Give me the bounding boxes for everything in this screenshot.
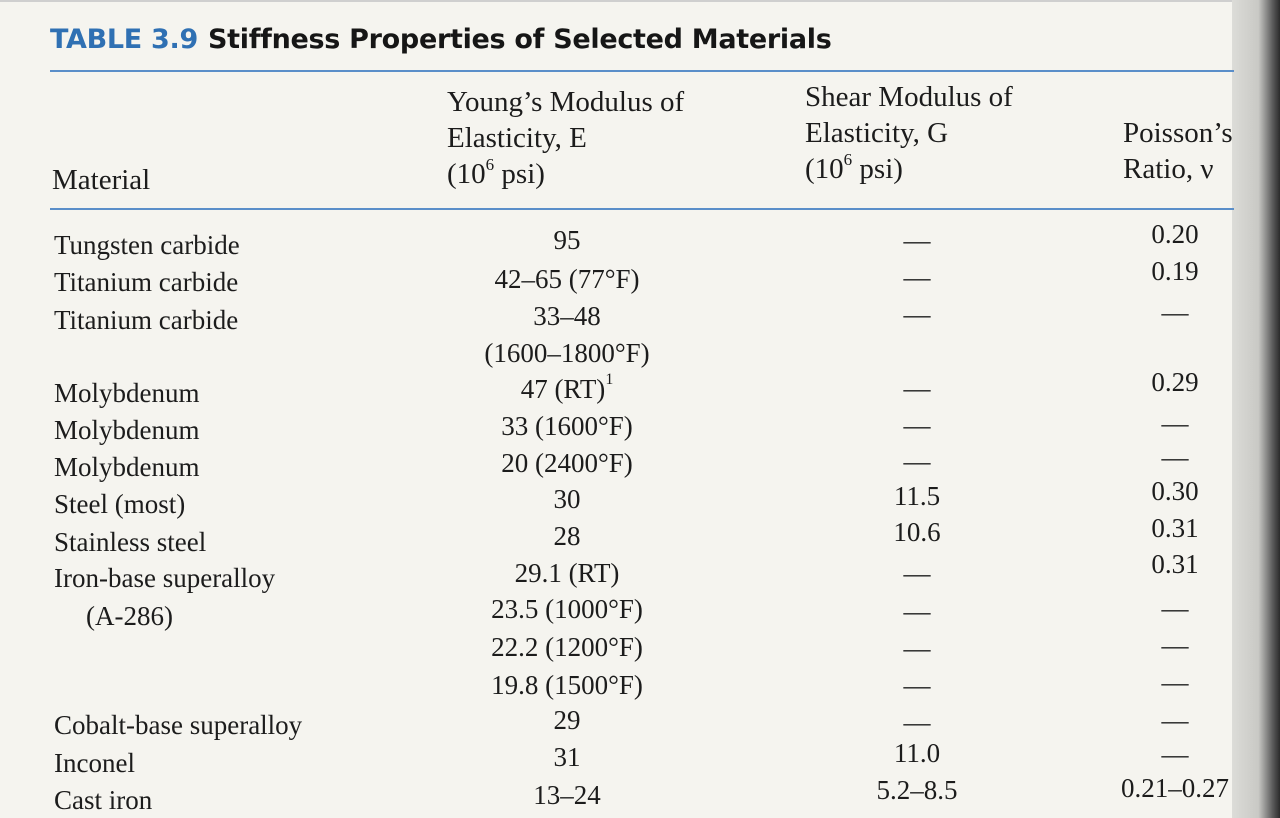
- shear-modulus-cell: —: [903, 373, 931, 403]
- shear-modulus-cell: —: [903, 596, 931, 626]
- page-top-edge: [0, 0, 1280, 2]
- youngs-modulus-cell: 23.5 (1000°F): [491, 594, 643, 624]
- poisson-ratio-cell: —: [1161, 667, 1189, 697]
- youngs-modulus-cell: 29.1 (RT): [514, 558, 620, 588]
- adjacent-page-edge: [1232, 0, 1280, 818]
- poisson-ratio-cell: —: [1161, 705, 1189, 735]
- header-youngs-units: (106 psi): [447, 155, 545, 190]
- youngs-modulus-cell: 30: [553, 484, 581, 514]
- youngs-modulus-cell: 29: [553, 705, 581, 735]
- poisson-ratio-cell: 0.29: [1151, 367, 1199, 397]
- material-cell: Tungsten carbide: [54, 230, 240, 260]
- header-shear-modulus: Shear Modulus of Elasticity, G (106 psi): [805, 81, 1013, 185]
- poisson-ratio-cell: —: [1161, 630, 1189, 660]
- material-cell: Cobalt-base superalloy: [54, 710, 303, 740]
- table-number: TABLE 3.9: [50, 24, 198, 55]
- material-cell: Titanium carbide: [54, 305, 239, 335]
- shear-modulus-cell: 11.5: [893, 481, 941, 511]
- header-youngs-modulus: Young’s Modulus of Elasticity, E (106 ps…: [447, 86, 685, 190]
- material-cell: Molybdenum: [54, 378, 200, 408]
- shear-modulus-cell: —: [903, 446, 931, 476]
- table-caption: TABLE 3.9 Stiffness Properties of Selecte…: [50, 24, 832, 55]
- youngs-modulus-cell: (1600–1800°F): [484, 338, 650, 368]
- shear-modulus-cell: —: [903, 225, 931, 255]
- header-shear-units: (106 psi): [805, 150, 903, 185]
- material-cell: Cast iron: [54, 785, 153, 815]
- shear-modulus-cell: —: [903, 558, 931, 588]
- youngs-modulus-cell: 22.2 (1200°F): [491, 632, 643, 662]
- shear-modulus-cell: —: [903, 670, 931, 700]
- youngs-modulus-cell: 47 (RT)1: [520, 371, 614, 405]
- shear-modulus-cell: —: [903, 707, 931, 737]
- youngs-modulus-cell: 19.8 (1500°F): [491, 670, 643, 700]
- material-cell: (A-286): [86, 601, 173, 631]
- shear-modulus-cell: 11.0: [893, 738, 941, 768]
- material-cell: Steel (most): [54, 489, 186, 519]
- shear-modulus-cell: 5.2–8.5: [876, 775, 958, 805]
- youngs-modulus-cell: 20 (2400°F): [501, 448, 633, 478]
- poisson-ratio-cell: —: [1161, 442, 1189, 472]
- header-top-rule: [50, 70, 1234, 72]
- youngs-modulus-cell: 42–65 (77°F): [494, 264, 640, 294]
- shear-modulus-cell: —: [903, 633, 931, 663]
- youngs-modulus-cell: 31: [553, 742, 581, 772]
- material-cell: Molybdenum: [54, 452, 200, 482]
- youngs-modulus-cell: 13–24: [533, 780, 601, 810]
- material-cell: Inconel: [54, 748, 135, 778]
- poisson-ratio-cell: 0.30: [1151, 476, 1199, 506]
- shear-modulus-cell: —: [903, 410, 931, 440]
- material-cell: Titanium carbide: [54, 267, 239, 297]
- header-poisson-ratio: Poisson’s Ratio, ν: [1123, 117, 1233, 185]
- poisson-ratio-cell: 0.21–0.27: [1121, 773, 1229, 803]
- poisson-ratio-cell: —: [1161, 408, 1189, 438]
- poisson-ratio-cell: 0.31: [1151, 549, 1199, 579]
- poisson-ratio-cell: —: [1161, 593, 1189, 623]
- header-bottom-rule: [50, 208, 1234, 210]
- youngs-modulus-cell: 95: [553, 225, 581, 255]
- material-cell: Molybdenum: [54, 415, 200, 445]
- material-cell: Stainless steel: [54, 527, 207, 557]
- poisson-ratio-cell: 0.31: [1151, 513, 1199, 543]
- youngs-modulus-cell: 33 (1600°F): [501, 411, 633, 441]
- poisson-ratio-cell: —: [1161, 739, 1189, 769]
- footnote-marker: 1: [605, 371, 614, 388]
- shear-modulus-cell: 10.6: [893, 517, 941, 547]
- poisson-ratio-cell: 0.20: [1151, 219, 1199, 249]
- shear-modulus-cell: —: [903, 299, 931, 329]
- table-title: Stiffness Properties of Selected Materia…: [207, 24, 832, 55]
- header-material: Material: [52, 164, 151, 196]
- youngs-modulus-cell: 28: [553, 521, 581, 551]
- shear-modulus-cell: —: [903, 262, 931, 292]
- poisson-ratio-cell: 0.19: [1151, 256, 1199, 286]
- material-cell: Iron-base superalloy: [54, 563, 276, 593]
- poisson-ratio-cell: —: [1161, 297, 1189, 327]
- youngs-modulus-cell: 33–48: [533, 301, 601, 331]
